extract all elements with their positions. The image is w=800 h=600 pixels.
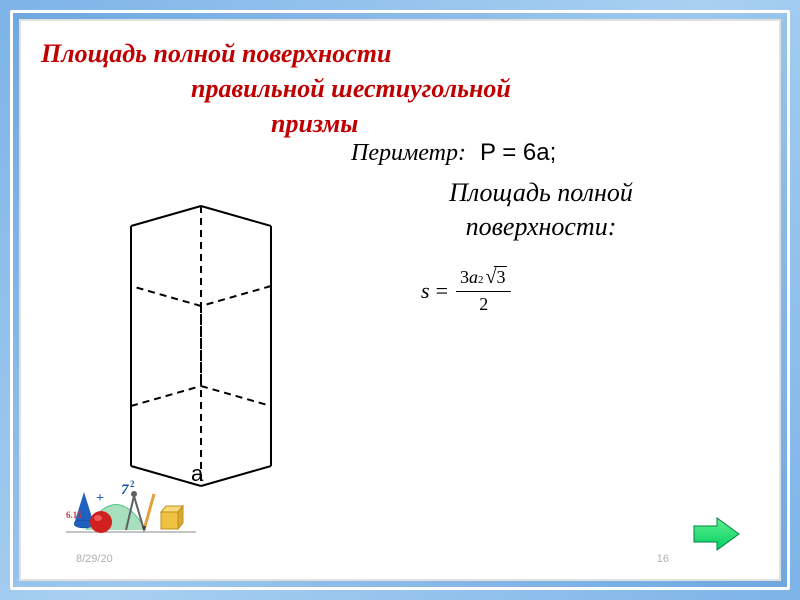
num-exp: 2 <box>478 274 484 286</box>
area-label-line-2: поверхности: <box>361 210 721 244</box>
slide-mid-frame: Площадь полной поверхности правильной ше… <box>10 10 790 590</box>
area-label-line-1: Площадь полной <box>361 176 721 210</box>
title-line-1: Площадь полной поверхности <box>41 36 759 71</box>
slide-outer-frame: Площадь полной поверхности правильной ше… <box>0 0 800 600</box>
area-formula: s = 3 a 2 √ 3 2 <box>421 266 511 315</box>
title-line-2: правильной шестиугольной <box>41 71 759 106</box>
num-coeff: 3 <box>460 267 469 288</box>
num-var: a <box>469 267 478 288</box>
fraction-numerator: 3 a 2 √ 3 <box>456 266 511 292</box>
area-label: Площадь полной поверхности: <box>361 176 721 244</box>
svg-text:6.15: 6.15 <box>66 510 82 520</box>
title-line-3: призмы <box>41 106 759 141</box>
svg-text:2: 2 <box>130 479 135 489</box>
svg-text:7: 7 <box>121 482 129 498</box>
perimeter-formula: P = 6a; <box>480 139 556 166</box>
slide-title: Площадь полной поверхности правильной ше… <box>41 36 759 141</box>
footer-date: 8/29/20 <box>76 553 113 565</box>
formula-eq: = <box>436 278 448 304</box>
fraction-denominator: 2 <box>479 292 488 315</box>
svg-text:+: + <box>96 491 104 506</box>
formula-lhs: s <box>421 278 430 304</box>
slide-content: Площадь полной поверхности правильной ше… <box>19 19 781 581</box>
next-arrow-button[interactable] <box>689 514 744 554</box>
math-decorative-icons: +6.15 72 <box>66 474 206 539</box>
perimeter-label: Периметр: <box>351 140 466 166</box>
sqrt-arg: 3 <box>494 266 507 288</box>
formula-fraction: 3 a 2 √ 3 2 <box>456 266 511 315</box>
perimeter-row: Периметр: P = 6a; <box>351 139 556 167</box>
footer-page: 16 <box>657 553 669 565</box>
